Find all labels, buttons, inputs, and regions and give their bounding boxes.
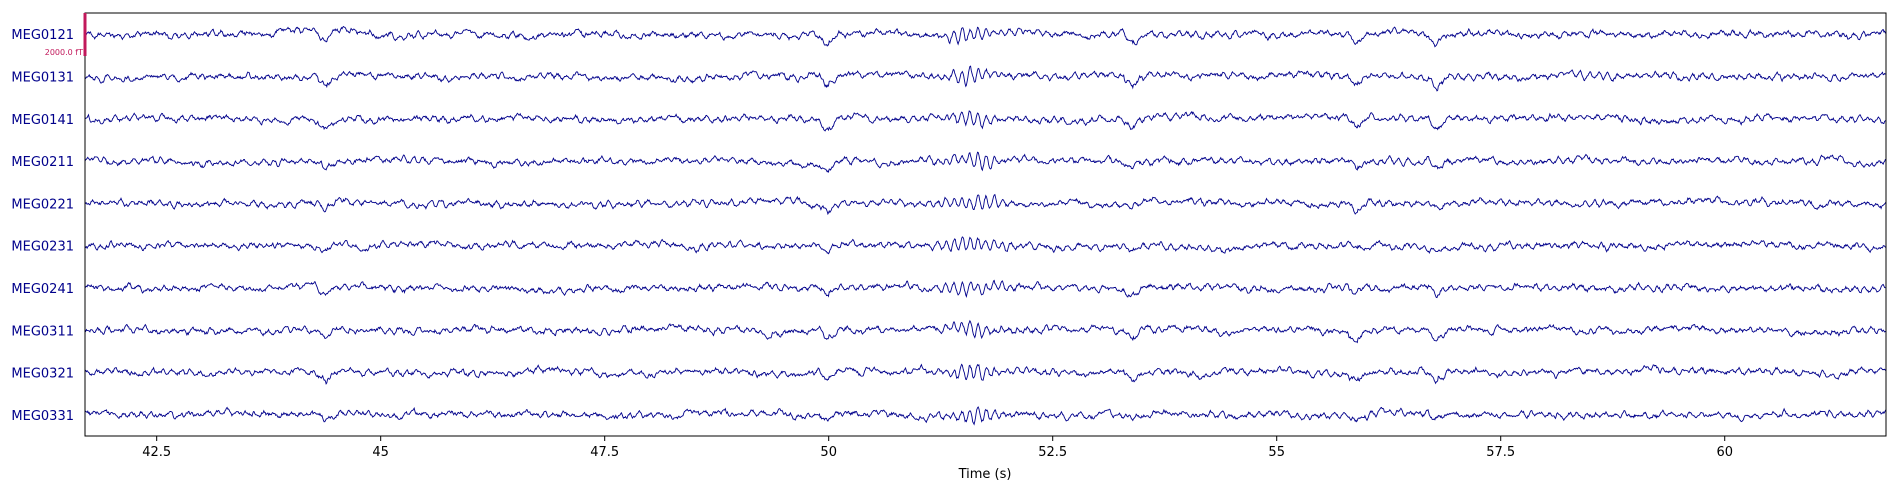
x-tick-label: 45 <box>372 445 389 460</box>
trace-meg0231 <box>84 236 1887 255</box>
channel-label[interactable]: MEG0311 <box>11 324 74 339</box>
x-tick-label: 50 <box>820 445 837 460</box>
trace-meg0221 <box>84 193 1887 216</box>
x-tick-label: 57.5 <box>1486 445 1515 460</box>
channel-label[interactable]: MEG0321 <box>11 367 74 382</box>
x-tick-label: 55 <box>1268 445 1285 460</box>
x-tick-label: 47.5 <box>590 445 619 460</box>
trace-meg0331 <box>84 406 1887 426</box>
trace-meg0211 <box>84 151 1887 174</box>
plot-frame <box>84 12 1887 437</box>
channel-label[interactable]: MEG0121 <box>11 28 74 43</box>
trace-meg0241 <box>84 279 1887 299</box>
channel-labels: MEG0121 MEG0131 MEG0141 MEG0211 MEG0221 MEG02… <box>11 28 74 424</box>
channel-label[interactable]: MEG0211 <box>11 155 74 170</box>
trace-meg0121 <box>84 25 1887 48</box>
x-tick-label: 52.5 <box>1038 445 1067 460</box>
plot-background <box>85 13 1886 436</box>
trace-meg0141 <box>84 110 1887 132</box>
channel-label[interactable]: MEG0331 <box>11 409 74 424</box>
trace-meg0321 <box>84 363 1887 385</box>
channel-label[interactable]: MEG0141 <box>11 113 74 128</box>
channel-label[interactable]: MEG0241 <box>11 282 74 297</box>
trace-meg0131 <box>84 65 1887 92</box>
channel-label[interactable]: MEG0221 <box>11 197 74 212</box>
channel-traces <box>84 25 1887 426</box>
trace-meg0311 <box>84 319 1887 344</box>
x-tick-label: 42.5 <box>142 445 171 460</box>
channel-label[interactable]: MEG0231 <box>11 240 74 255</box>
x-axis-label[interactable]: Time (s) <box>958 467 1012 482</box>
scale-bar-label: 2000.0 fT <box>45 48 83 57</box>
x-tick-label: 60 <box>1716 445 1733 460</box>
channel-label[interactable]: MEG0131 <box>11 70 74 85</box>
x-axis: 42.5 45 47.5 50 52.5 55 57.5 60 <box>142 436 1733 460</box>
